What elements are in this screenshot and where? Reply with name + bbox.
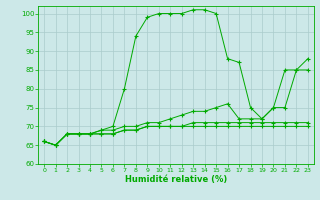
X-axis label: Humidité relative (%): Humidité relative (%) (125, 175, 227, 184)
